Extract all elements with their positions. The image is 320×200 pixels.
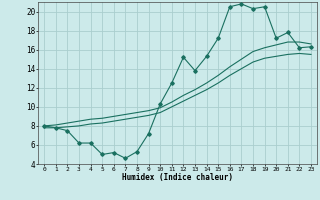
X-axis label: Humidex (Indice chaleur): Humidex (Indice chaleur): [122, 173, 233, 182]
